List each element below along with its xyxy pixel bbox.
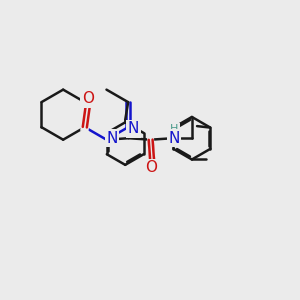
Text: N: N <box>169 131 180 146</box>
Text: H: H <box>170 124 178 134</box>
Text: O: O <box>145 160 157 175</box>
Text: O: O <box>82 91 94 106</box>
Text: N: N <box>106 131 118 146</box>
Text: N: N <box>128 121 139 136</box>
